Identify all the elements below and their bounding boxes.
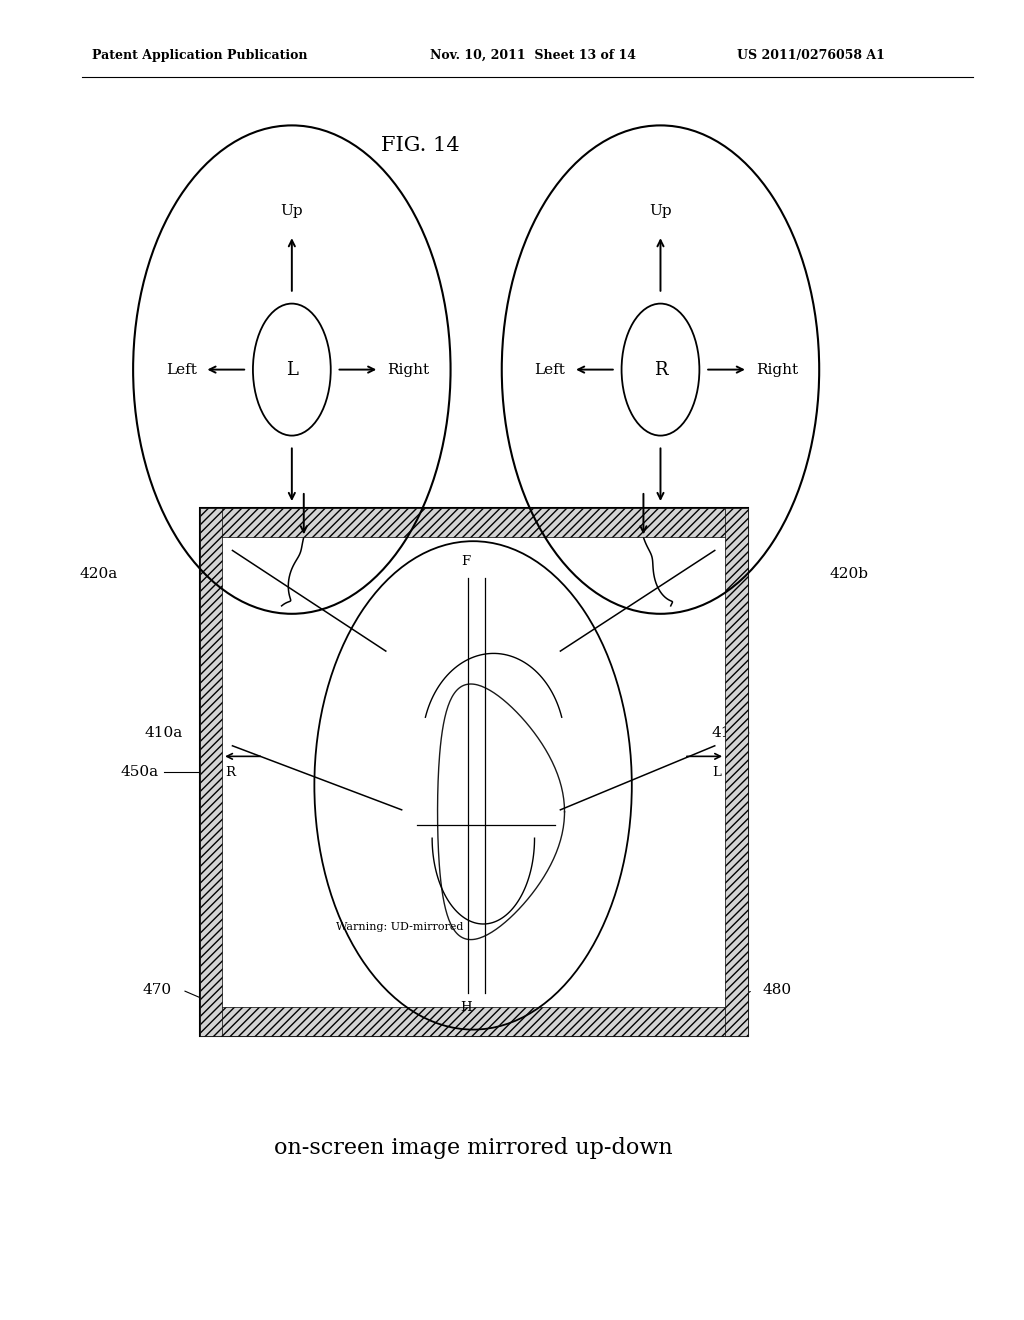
Text: Up: Up	[281, 205, 303, 218]
Text: 470: 470	[143, 983, 172, 997]
Text: 410a: 410a	[144, 726, 182, 739]
Text: L: L	[713, 766, 721, 779]
Text: F: F	[462, 554, 470, 568]
Text: Left: Left	[166, 363, 197, 376]
Text: Left: Left	[535, 363, 565, 376]
Text: 410b: 410b	[712, 726, 751, 739]
Text: R: R	[225, 766, 236, 779]
Bar	[200, 1007, 748, 1036]
Text: Patent Application Publication: Patent Application Publication	[92, 49, 307, 62]
Text: Warning: UD-mirrored: Warning: UD-mirrored	[336, 921, 463, 932]
Ellipse shape	[253, 304, 331, 436]
Bar	[725, 508, 748, 1036]
Text: L: L	[286, 360, 298, 379]
Text: Right: Right	[756, 363, 798, 376]
Text: Down: Down	[638, 524, 683, 537]
Text: Down: Down	[269, 524, 314, 537]
Text: US 2011/0276058 A1: US 2011/0276058 A1	[737, 49, 885, 62]
Text: Up: Up	[649, 205, 672, 218]
Bar	[200, 508, 222, 1036]
Ellipse shape	[622, 304, 699, 436]
Text: R: R	[653, 360, 668, 379]
Text: FIG. 14: FIG. 14	[381, 136, 459, 154]
Text: 420a: 420a	[80, 568, 118, 581]
Text: Nov. 10, 2011  Sheet 13 of 14: Nov. 10, 2011 Sheet 13 of 14	[430, 49, 636, 62]
Text: H: H	[460, 1001, 472, 1014]
Text: 480: 480	[763, 983, 792, 997]
Text: on-screen image mirrored up-down: on-screen image mirrored up-down	[273, 1138, 673, 1159]
Text: Right: Right	[387, 363, 429, 376]
Text: 420b: 420b	[829, 568, 868, 581]
Text: 450a: 450a	[121, 766, 159, 779]
Bar	[200, 508, 748, 1036]
Bar	[200, 508, 748, 537]
